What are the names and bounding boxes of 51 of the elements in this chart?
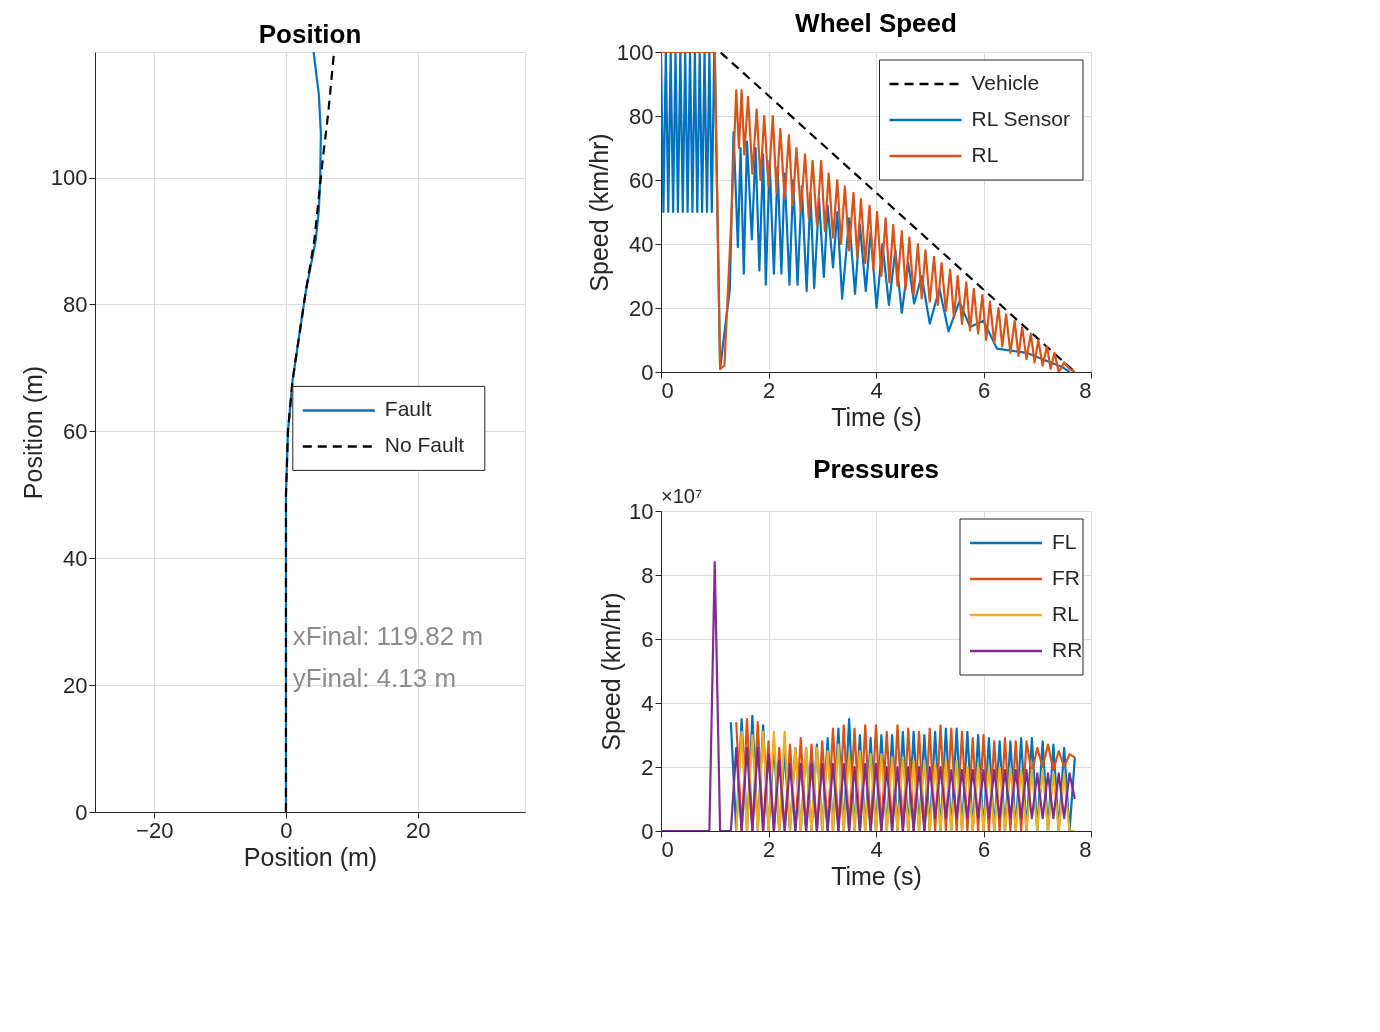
x-tick-label: 2 [762,836,776,862]
legend-label: FL [1052,530,1077,553]
chart-title: Pressures [813,454,939,484]
y-tick-label: 80 [629,103,654,129]
y-tick-label: 60 [629,167,654,193]
x-axis-title: Time (s) [831,402,922,431]
text: ×10⁷ [661,485,703,507]
x-tick-label: 20 [405,817,431,843]
legend-label: RL [1052,602,1079,625]
x-axis-title: Position (m) [243,842,378,871]
y-tick-label: 0 [75,799,88,825]
legend-label: No Fault [384,433,465,457]
y-tick-label: 100 [616,39,654,65]
legend-label: RL [971,143,999,166]
annotation: yFinal: 4.13 m [292,663,457,693]
x-tick-label: 4 [870,836,883,862]
x-tick-label: 0 [280,817,293,843]
x-tick-label: 0 [661,377,674,403]
y-tick-label: 40 [63,545,88,571]
y-tick-label: 60 [63,418,88,444]
x-tick-label: −20 [136,817,174,843]
y-axis-title: Speed (km/hr) [584,133,613,292]
y-tick-label: 2 [641,754,654,780]
chart-title: Wheel Speed [795,8,957,38]
legend-label: FR [1052,566,1080,589]
legend-label: RR [1052,638,1083,661]
legend-label: RL Sensor [971,107,1070,130]
y-tick-label: 100 [50,165,88,191]
x-tick-label: 2 [762,377,776,403]
legend-label: Vehicle [971,71,1040,94]
x-tick-label: 8 [1079,377,1092,403]
x-tick-label: 0 [661,836,674,862]
legend-label: Fault [384,397,432,421]
y-tick-label: 10 [629,498,654,524]
chart-title: Position [258,19,362,49]
annotation: xFinal: 119.82 m [292,621,484,652]
x-tick-label: 6 [977,377,991,403]
y-axis-title: Speed (km/hr) [597,592,626,751]
y-tick-label: 4 [641,690,654,716]
y-tick-label: 80 [63,291,88,317]
y-tick-label: 40 [629,231,654,257]
x-tick-label: 6 [977,836,991,862]
y-tick-label: 0 [641,359,654,385]
x-tick-label: 4 [870,377,883,403]
y-tick-label: 8 [641,562,654,588]
y-tick-label: 6 [641,626,654,652]
x-axis-title: Time (s) [831,861,922,890]
y-axis-title: Position (m) [18,365,47,500]
y-tick-label: 20 [629,295,654,321]
x-tick-label: 8 [1079,836,1092,862]
y-tick-label: 20 [63,672,88,698]
